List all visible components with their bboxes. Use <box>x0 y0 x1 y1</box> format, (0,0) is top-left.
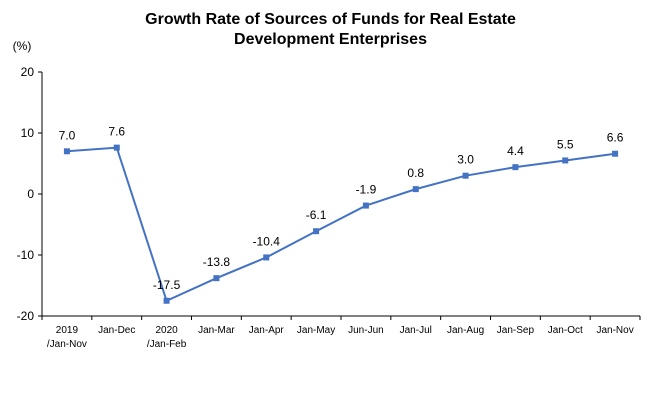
x-tick-label: Jan-May <box>297 325 335 336</box>
chart-title-line-1: Growth Rate of Sources of Funds for Real… <box>145 11 516 28</box>
x-tick-label: Jan-Oct <box>548 325 583 336</box>
x-tick-label: 2019 <box>56 325 79 336</box>
data-label: 5.5 <box>557 137 574 151</box>
data-point-marker <box>163 297 170 304</box>
data-label: 6.6 <box>607 131 624 145</box>
chart-title-line-2: Development Enterprises <box>234 31 427 48</box>
data-point-marker <box>313 228 320 235</box>
data-point-marker <box>113 144 120 151</box>
x-tick-label: Jan-Dec <box>98 325 135 336</box>
x-tick-label: Jan-Aug <box>447 325 484 336</box>
data-label: -13.8 <box>203 255 231 269</box>
data-label: 0.8 <box>407 166 424 180</box>
data-point-marker <box>263 254 270 261</box>
series-markers <box>63 144 619 304</box>
series-line <box>66 146 616 303</box>
x-axis-ticks: 2019/Jan-Nov Jan-Dec 2020/Jan-Feb Jan-Mar Ja… <box>41 316 641 350</box>
x-tick-label: /Jan-Feb <box>147 339 187 350</box>
x-tick-label: Jan-Mar <box>198 325 235 336</box>
data-point-marker <box>213 275 220 282</box>
data-point-marker <box>612 150 619 157</box>
x-tick-label: Jan-Jul <box>400 325 432 336</box>
data-point-marker <box>462 172 469 179</box>
x-tick-label: /Jan-Nov <box>47 339 87 350</box>
x-tick-label: 2020 <box>155 325 178 336</box>
x-tick-label: Jan-Nov <box>596 325 633 336</box>
data-label: 7.0 <box>59 128 76 142</box>
data-point-marker <box>63 148 70 155</box>
y-tick-label: 10 <box>21 126 35 140</box>
x-tick-label: Jan-Apr <box>249 325 285 336</box>
data-label: 3.0 <box>457 153 474 167</box>
y-axis-ticks: 20 10 0 -10 -20 <box>17 65 42 323</box>
y-tick-label: -10 <box>17 248 35 262</box>
data-label: 7.6 <box>108 125 125 139</box>
chart-title: Growth Rate of Sources of Funds for Real… <box>0 10 661 50</box>
y-tick-label: 0 <box>27 187 34 201</box>
x-tick-label: Jun-Jun <box>348 325 384 336</box>
y-axis-unit-label: (%) <box>13 39 32 53</box>
data-point-marker <box>362 202 369 209</box>
x-tick-label: Jan-Sep <box>497 325 535 336</box>
data-point-marker <box>412 186 419 193</box>
y-tick-label: -20 <box>17 309 35 323</box>
data-label: 4.4 <box>507 144 524 158</box>
data-label: -10.4 <box>253 234 281 248</box>
y-tick-label: 20 <box>21 65 35 79</box>
data-point-marker <box>512 164 519 171</box>
data-point-marker <box>562 157 569 164</box>
data-label: -6.1 <box>306 208 327 222</box>
data-label: -1.9 <box>356 183 377 197</box>
data-label: -17.5 <box>153 278 181 292</box>
data-labels: 7.0 7.6 -17.5 -13.8 -10.4 -6.1 -1.9 0.8 3.0 4.4 5.… <box>59 125 624 292</box>
